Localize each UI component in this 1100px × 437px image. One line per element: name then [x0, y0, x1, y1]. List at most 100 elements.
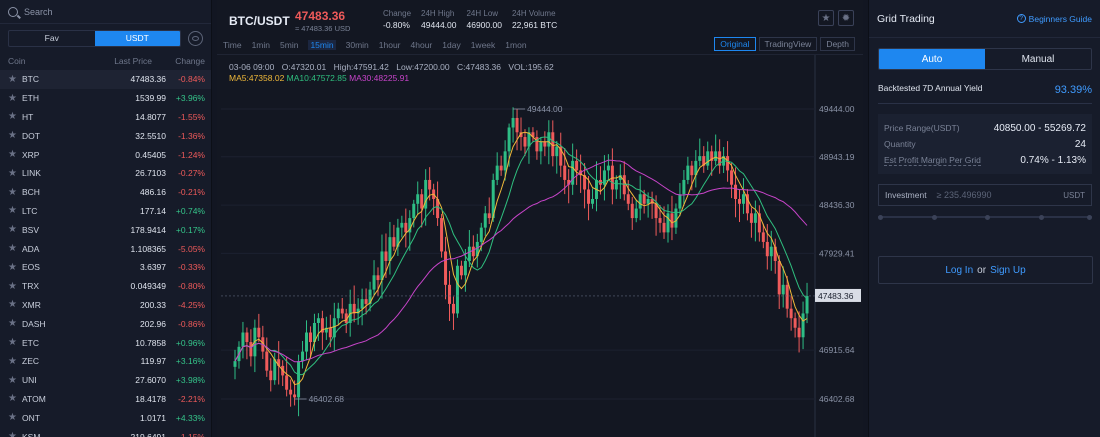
range-label: Price Range(USDT)	[884, 123, 960, 133]
star-icon[interactable]: ★	[8, 243, 17, 255]
investment-slider[interactable]	[878, 213, 1092, 221]
investment-input[interactable]: ≥ 235.496990	[936, 190, 992, 200]
view-tradingview-button[interactable]: TradingView	[758, 37, 818, 51]
market-row-etc[interactable]: ★ ETC 10.7858 +0.96%	[0, 333, 211, 352]
interval-5min[interactable]: 5min	[280, 40, 299, 50]
candle-body	[277, 359, 281, 366]
mode-manual-button[interactable]: Manual	[1021, 53, 1055, 65]
candle-body	[404, 222, 408, 233]
candle-body	[340, 308, 344, 314]
star-icon[interactable]: ★	[8, 355, 17, 367]
grid-trading-panel: Grid Trading ? Beginners Guide Auto Manu…	[868, 0, 1100, 437]
market-row-zec[interactable]: ★ ZEC 119.97 +3.16%	[0, 352, 211, 371]
candle-body	[761, 232, 765, 242]
slider-stop[interactable]	[1038, 214, 1044, 220]
star-icon[interactable]: ★	[8, 167, 17, 179]
login-link[interactable]: Log In	[945, 264, 974, 276]
candle-body	[678, 194, 682, 209]
market-row-eos[interactable]: ★ EOS 3.6397 -0.33%	[0, 258, 211, 277]
market-row-bsv[interactable]: ★ BSV 178.9414 +0.17%	[0, 220, 211, 239]
slider-stop[interactable]	[985, 214, 990, 220]
slider-stop[interactable]	[1087, 214, 1092, 220]
star-icon[interactable]: ★	[8, 224, 17, 236]
star-icon[interactable]: ★	[8, 205, 17, 217]
candlestick-chart[interactable]: 49444.00 48943.19 48436.30 47929.41 46915.64…	[217, 55, 863, 437]
interval-1mon[interactable]: 1mon	[505, 40, 527, 50]
market-row-ksm[interactable]: ★ KSM 219.6491 -1.15%	[0, 427, 211, 437]
view-depth-button[interactable]: Depth	[820, 37, 855, 51]
star-icon[interactable]: ★	[8, 318, 17, 330]
view-original-button[interactable]: Original	[714, 37, 756, 51]
star-icon[interactable]: ★	[8, 92, 17, 104]
star-icon[interactable]: ★	[8, 431, 17, 437]
beginners-guide-link[interactable]: ? Beginners Guide	[1016, 14, 1092, 24]
search-bar[interactable]: Search	[0, 0, 211, 24]
candle-body	[491, 179, 495, 219]
candle-body	[499, 165, 503, 171]
mode-auto-button[interactable]: Auto	[879, 49, 985, 69]
candle-body	[571, 160, 575, 185]
theme-toggle-icon[interactable]: ✹	[838, 10, 854, 26]
star-icon[interactable]: ★	[8, 149, 17, 161]
star-icon[interactable]: ★	[8, 111, 17, 123]
search-input[interactable]: Search	[24, 6, 53, 17]
star-icon[interactable]: ★	[8, 337, 17, 349]
market-row-dot[interactable]: ★ DOT 32.5510 -1.36%	[0, 126, 211, 145]
star-icon[interactable]: ★	[8, 130, 17, 142]
favorite-star-icon[interactable]: ★	[818, 10, 834, 26]
column-last-price[interactable]: Last Price	[114, 56, 152, 66]
eye-toggle-icon[interactable]	[188, 30, 203, 46]
margin-label[interactable]: Est Profit Margin Per Grid	[884, 154, 981, 166]
market-row-btc[interactable]: ★ BTC 47483.36 -0.84%	[0, 70, 211, 89]
tab-usdt[interactable]: USDT	[94, 30, 181, 46]
star-icon[interactable]: ★	[8, 280, 17, 292]
candle-body	[412, 203, 416, 219]
market-row-dash[interactable]: ★ DASH 202.96 -0.86%	[0, 314, 211, 333]
candle-body	[563, 165, 567, 180]
slider-stop[interactable]	[931, 214, 937, 220]
coin-change: -5.05%	[178, 243, 205, 254]
market-row-link[interactable]: ★ LINK 26.7103 -0.27%	[0, 164, 211, 183]
interval-30min[interactable]: 30min	[345, 40, 369, 50]
market-row-bch[interactable]: ★ BCH 486.16 -0.21%	[0, 183, 211, 202]
candle-body	[765, 241, 769, 257]
signup-link[interactable]: Sign Up	[990, 264, 1026, 276]
star-icon[interactable]: ★	[8, 73, 17, 85]
market-row-ont[interactable]: ★ ONT 1.0171 +4.33%	[0, 408, 211, 427]
grid-header: Grid Trading ? Beginners Guide	[869, 0, 1100, 38]
market-row-atom[interactable]: ★ ATOM 18.4178 -2.21%	[0, 390, 211, 409]
market-row-ltc[interactable]: ★ LTC 177.14 +0.74%	[0, 202, 211, 221]
candle-body	[471, 246, 475, 257]
market-row-uni[interactable]: ★ UNI 27.6070 +3.98%	[0, 371, 211, 390]
star-icon[interactable]: ★	[8, 412, 17, 424]
star-icon[interactable]: ★	[8, 186, 17, 198]
interval-time[interactable]: Time	[223, 40, 242, 50]
column-change[interactable]: Change	[175, 56, 205, 66]
interval-1min[interactable]: 1min	[251, 40, 271, 50]
investment-field[interactable]: Investment ≥ 235.496990 USDT	[878, 184, 1092, 206]
column-coin[interactable]: Coin	[8, 56, 26, 66]
candle-body	[694, 160, 698, 176]
interval-1day[interactable]: 1day	[442, 40, 461, 50]
coin-price: 200.33	[140, 299, 166, 310]
star-icon[interactable]: ★	[8, 261, 17, 273]
star-icon[interactable]: ★	[8, 374, 17, 386]
market-row-ada[interactable]: ★ ADA 1.108365 -5.05%	[0, 239, 211, 258]
market-row-eth[interactable]: ★ ETH 1539.99 +3.96%	[0, 89, 211, 108]
market-row-ht[interactable]: ★ HT 14.8077 -1.55%	[0, 108, 211, 127]
star-icon[interactable]: ★	[8, 299, 17, 311]
yield-row: Backtested 7D Annual Yield 93.39%	[878, 80, 1092, 104]
interval-4hour[interactable]: 4hour	[410, 40, 433, 50]
market-row-trx[interactable]: ★ TRX 0.049349 -0.80%	[0, 277, 211, 296]
interval-1week[interactable]: 1week	[470, 40, 496, 50]
market-row-xrp[interactable]: ★ XRP 0.45405 -1.24%	[0, 145, 211, 164]
coin-price: 177.14	[140, 205, 166, 216]
star-icon[interactable]: ★	[8, 393, 17, 405]
slider-stop[interactable]	[878, 214, 883, 220]
tab-fav[interactable]: Fav	[44, 33, 59, 43]
candle-body	[396, 227, 400, 247]
coin-name: LTC	[22, 205, 38, 216]
market-row-xmr[interactable]: ★ XMR 200.33 -4.25%	[0, 296, 211, 315]
interval-1hour[interactable]: 1hour	[378, 40, 401, 50]
interval-15min[interactable]: 15min	[308, 40, 336, 50]
